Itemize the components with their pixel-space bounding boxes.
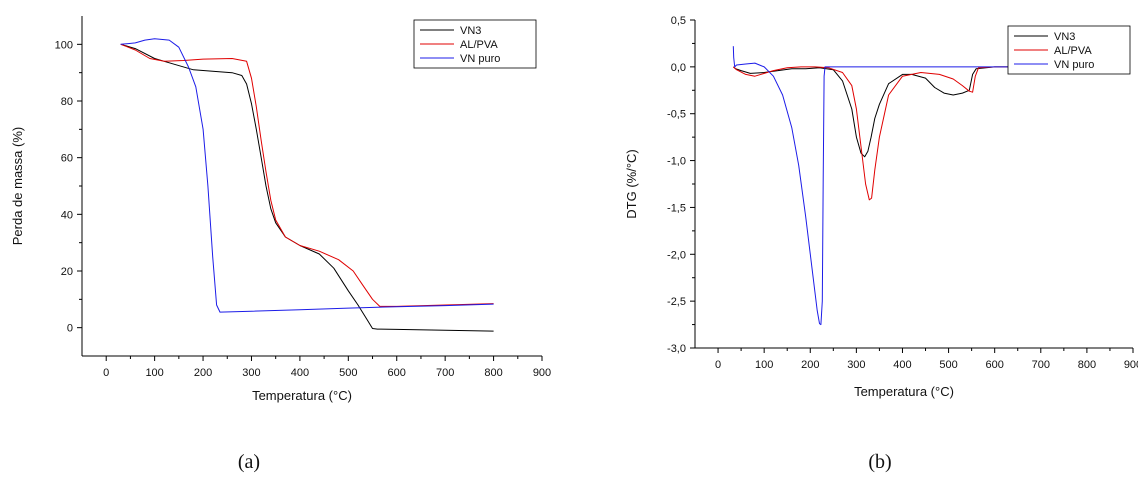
y-tick-label: -1,5 — [667, 202, 686, 214]
x-tick-label: 0 — [103, 367, 109, 379]
legend: VN3 AL/PVA VN puro — [413, 19, 537, 69]
series-line-vn-puro — [732, 46, 1124, 326]
x-tick-label: 400 — [291, 367, 309, 379]
series-line-vn-puro — [120, 38, 494, 313]
x-tick-label: 700 — [1032, 359, 1050, 371]
x-tick-label: 500 — [339, 367, 357, 379]
x-tick-label: 300 — [847, 359, 865, 371]
legend-label: AL/PVA — [1054, 45, 1092, 57]
legend: VN3 AL/PVA VN puro — [1007, 25, 1131, 75]
legend-label: VN3 — [460, 25, 481, 37]
x-tick-label: 0 — [715, 359, 721, 371]
series-line-vn3 — [120, 43, 494, 332]
y-tick-label: -0,5 — [667, 109, 686, 121]
x-axis-title: Temperatura (°C) — [252, 388, 352, 403]
y-tick-label: 40 — [61, 209, 73, 221]
legend-label: AL/PVA — [460, 39, 498, 51]
y-tick-label: -2,5 — [667, 296, 686, 308]
x-tick-label: 800 — [1078, 359, 1096, 371]
y-tick-label: -2,0 — [667, 249, 686, 261]
y-tick-label: 20 — [61, 266, 73, 278]
y-axis-title: Perda de massa (%) — [10, 127, 25, 246]
y-tick-label: 60 — [61, 153, 73, 165]
x-tick-label: 900 — [533, 367, 551, 379]
x-tick-label: 900 — [1124, 359, 1138, 371]
y-tick-label: -1,0 — [667, 156, 686, 168]
x-tick-label: 200 — [194, 367, 212, 379]
legend-label: VN puro — [1054, 59, 1094, 71]
x-tick-label: 400 — [893, 359, 911, 371]
x-tick-label: 100 — [145, 367, 163, 379]
x-tick-label: 100 — [755, 359, 773, 371]
x-tick-label: 800 — [484, 367, 502, 379]
x-tick-label: 200 — [801, 359, 819, 371]
y-tick-label: 0 — [67, 323, 73, 335]
y-tick-label: 100 — [55, 39, 73, 51]
y-tick-label: -3,0 — [667, 343, 686, 355]
x-axis-title: Temperatura (°C) — [854, 384, 954, 399]
legend-label: VN puro — [460, 53, 500, 65]
series-line-al-pva — [732, 66, 1124, 201]
figure-caption: (a) — [238, 451, 260, 473]
x-tick-label: 500 — [939, 359, 957, 371]
x-tick-label: 300 — [242, 367, 260, 379]
x-tick-label: 600 — [388, 367, 406, 379]
y-tick-label: 80 — [61, 96, 73, 108]
chart-b: 0 100 200 300 400 500 600 700 800 900 -3,0 -2,5 -2,0… — [624, 15, 1138, 473]
x-tick-label: 600 — [986, 359, 1004, 371]
y-tick-label: 0,0 — [671, 62, 686, 74]
y-axis-title: DTG (%/°C) — [624, 149, 639, 218]
series-line-al-pva — [120, 43, 494, 307]
legend-label: VN3 — [1054, 31, 1075, 43]
x-tick-label: 700 — [436, 367, 454, 379]
figure-caption: (b) — [868, 451, 891, 473]
chart-a: 0 100 200 300 400 500 600 700 800 900 0 20 40 60 80 100… — [10, 16, 551, 473]
y-tick-label: 0,5 — [671, 15, 686, 27]
series-line-vn3 — [732, 66, 1124, 158]
